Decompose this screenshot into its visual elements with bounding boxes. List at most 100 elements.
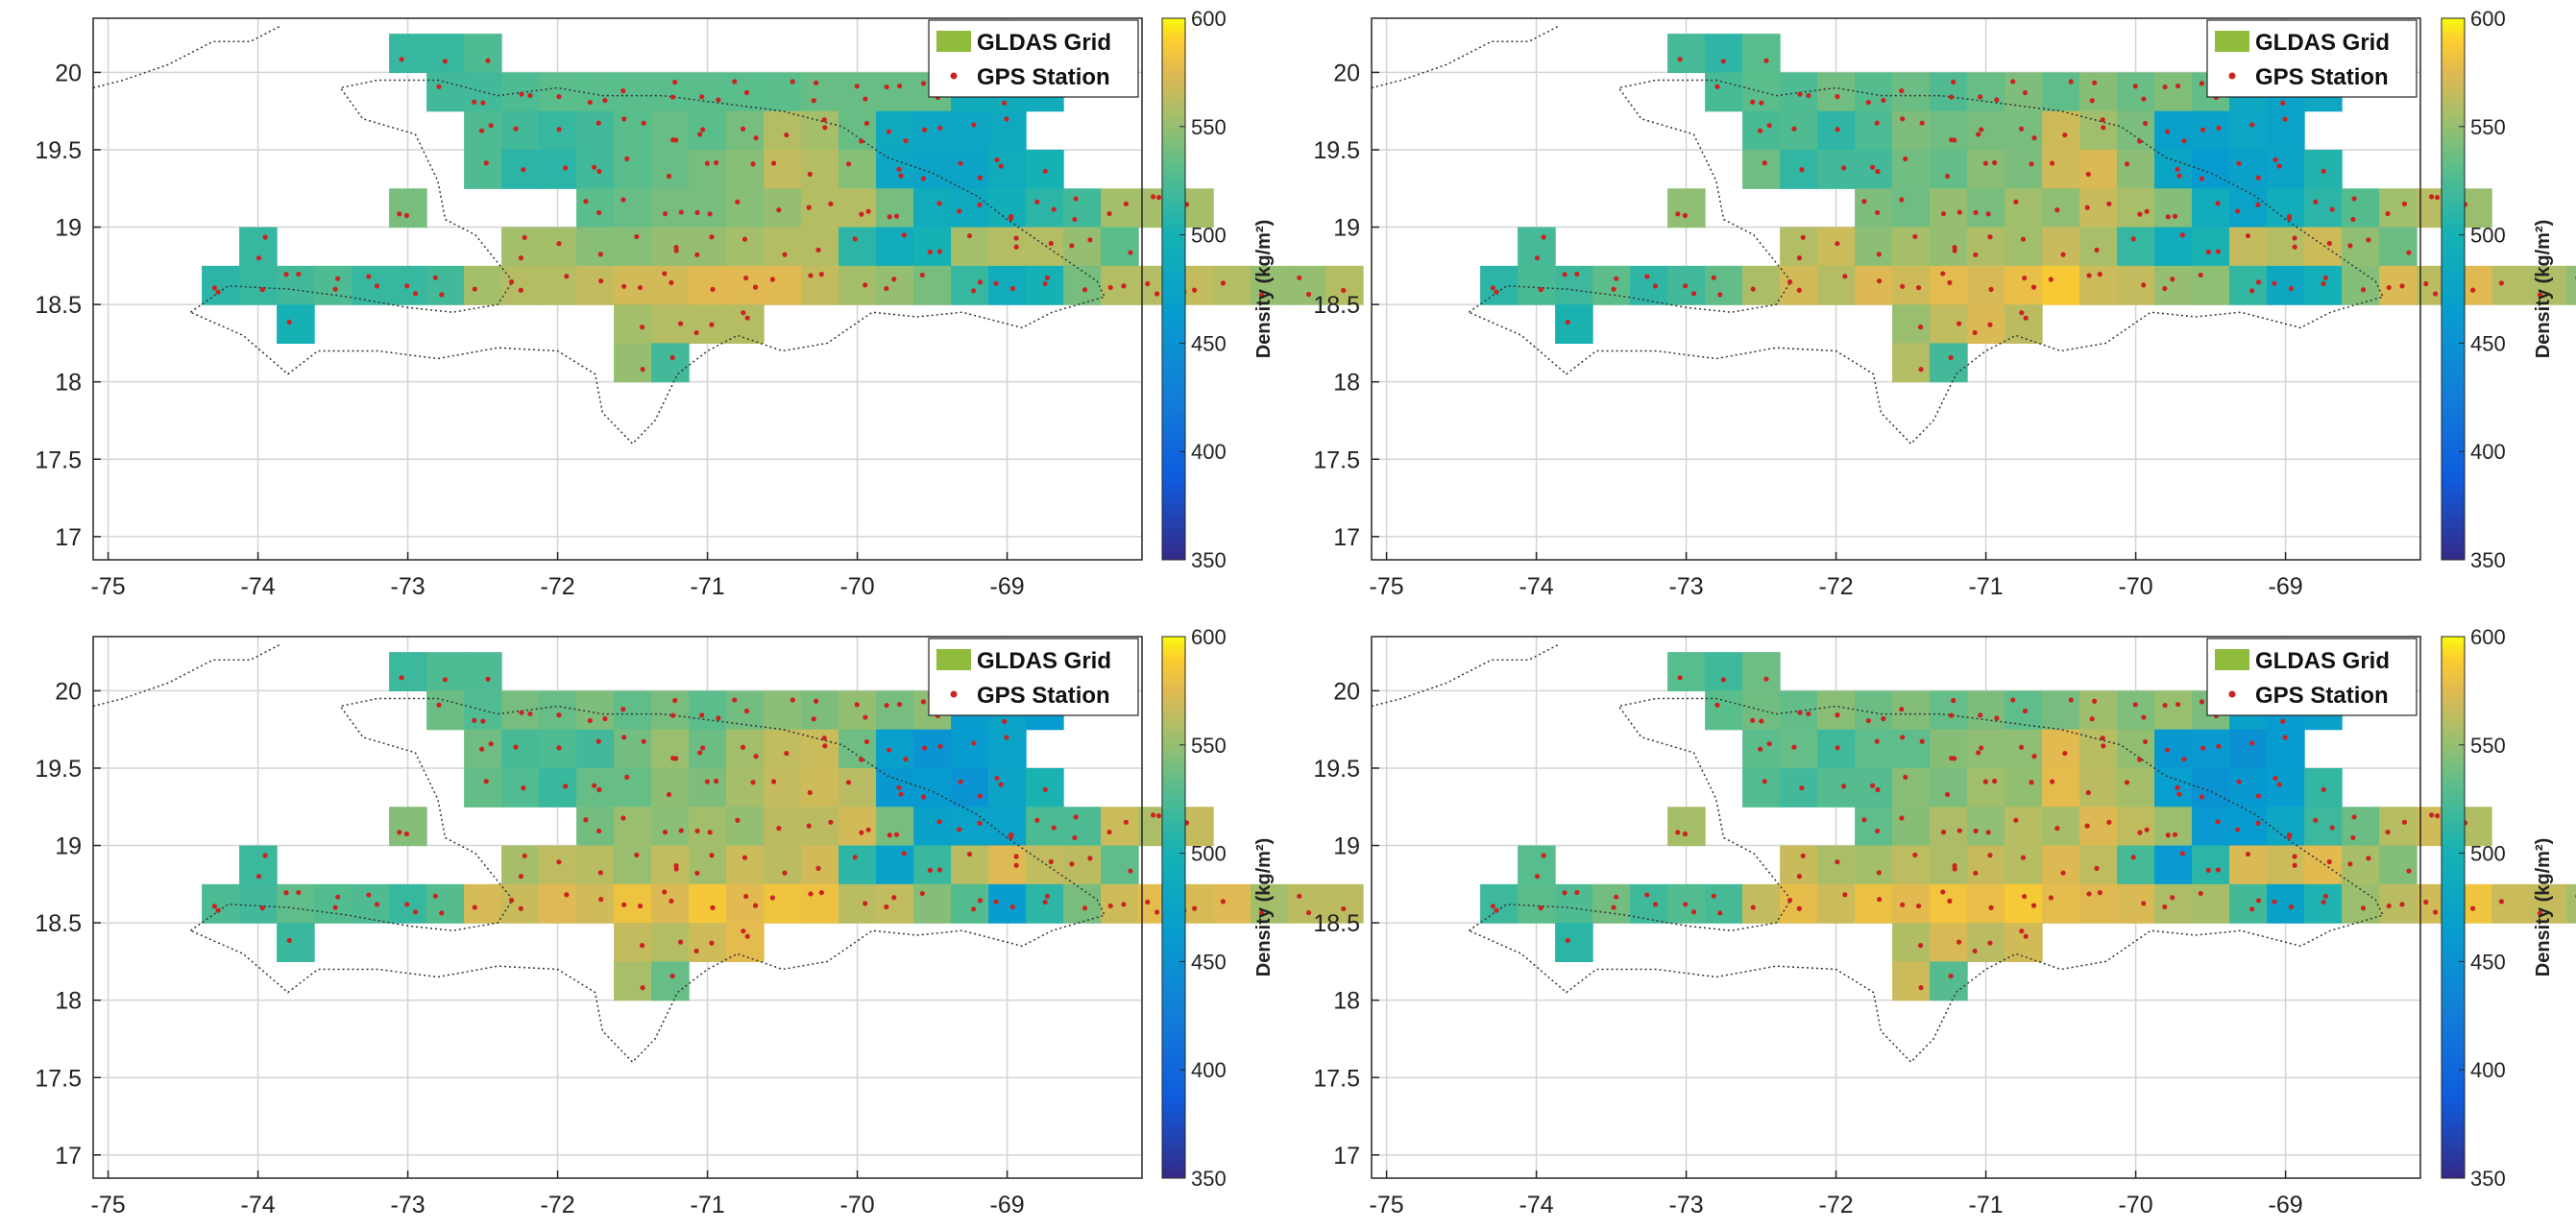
colorbar-tick-label: 600: [2470, 625, 2506, 649]
gps-station-point: [704, 779, 710, 784]
x-tick-label: -74: [241, 573, 276, 600]
legend-marker-gldas: [2215, 31, 2249, 52]
gldas-cell: [614, 265, 652, 305]
gps-station-point: [488, 123, 494, 129]
gps-station-point: [662, 271, 668, 277]
gps-station-point: [1842, 892, 1848, 898]
gldas-cell: [838, 767, 877, 808]
gps-station-point: [1951, 697, 1956, 704]
gps-station-point: [1611, 286, 1616, 292]
gps-station-point: [828, 201, 834, 206]
gps-station-point: [1994, 97, 2000, 103]
gps-station-point: [1154, 909, 1160, 915]
gps-station-point: [699, 94, 705, 100]
gps-station-point: [977, 898, 984, 904]
gps-station-point: [1972, 948, 1978, 954]
chart-panel-4: -75 -74 -73 -72 -71 -70 -69 17 17.5 18 18.5 19 19.5 2…: [1313, 625, 2576, 1218]
gps-station-point: [891, 277, 897, 282]
gps-station-point: [1865, 717, 1871, 724]
gps-station-point: [2170, 895, 2175, 901]
colorbar-label: Density (kg/m²): [2533, 220, 2554, 358]
gps-station-point: [1717, 292, 1723, 298]
gps-station-point: [1940, 830, 1947, 835]
gps-station-point: [624, 156, 630, 162]
gps-station-point: [1988, 904, 1994, 910]
gps-station-point: [714, 778, 719, 784]
gps-station-point: [2434, 195, 2441, 201]
x-tick-label: -70: [2119, 573, 2153, 600]
gldas-cell: [913, 807, 952, 847]
gps-station-point: [863, 282, 868, 288]
gldas-cell: [2079, 767, 2118, 808]
gldas-cell: [2267, 265, 2305, 305]
gps-station-point: [1107, 903, 1113, 909]
gps-station-point: [2018, 744, 2025, 750]
gps-station-point: [2124, 780, 2130, 785]
gps-station-point: [332, 904, 338, 910]
x-tick-label: -73: [391, 1192, 425, 1218]
gldas-cell: [1063, 807, 1102, 847]
gps-station-point: [865, 827, 871, 832]
gldas-cell: [913, 883, 952, 924]
gldas-cell: [726, 923, 765, 962]
legend-marker-gps: [950, 690, 958, 698]
legend-label-gps: GPS Station: [977, 683, 1110, 709]
gps-station-point: [1861, 199, 1867, 205]
gps-station-point: [1949, 137, 1955, 143]
gps-station-point: [2132, 84, 2138, 89]
gldas-cell: [614, 690, 652, 731]
gldas-cell: [501, 883, 540, 924]
gps-station-point: [818, 272, 824, 277]
gldas-cell: [426, 72, 465, 112]
coastline: [1468, 79, 2385, 446]
gps-station-point: [2023, 933, 2029, 939]
gps-station-point: [1948, 354, 1954, 361]
gps-station-point: [776, 207, 782, 213]
gldas-cell: [726, 807, 765, 847]
gldas-cell: [689, 72, 727, 112]
gps-station-point: [971, 122, 977, 128]
gps-station-point: [1145, 280, 1151, 287]
gps-station-point: [741, 310, 746, 316]
gps-station-point: [884, 904, 889, 910]
gldas-cell: [838, 72, 877, 112]
gps-station-point: [1541, 853, 1546, 858]
gldas-cell: [951, 188, 989, 229]
gldas-cell: [951, 807, 989, 847]
gldas-cell: [689, 883, 727, 924]
gps-station-point: [782, 870, 788, 876]
gps-station-point: [966, 851, 973, 857]
gldas-cell: [1892, 188, 1931, 229]
gps-station-point: [854, 84, 860, 89]
gps-station-point: [901, 851, 907, 856]
gps-station-point: [958, 779, 963, 784]
gps-station-point: [936, 867, 943, 873]
gldas-cell: [1967, 72, 2005, 112]
gldas-cell: [1742, 72, 1781, 112]
gldas-cell: [1555, 304, 1593, 344]
gldas-cell: [1063, 265, 1102, 305]
gps-station-point: [919, 272, 925, 278]
gps-station-point: [1123, 819, 1130, 825]
gldas-cell: [277, 265, 315, 305]
gldas-cell: [426, 652, 465, 691]
gps-station-point: [1763, 58, 1769, 63]
gps-station-point: [2165, 832, 2171, 838]
gldas-cell: [689, 845, 727, 885]
gldas-cell: [876, 265, 914, 305]
x-tick-label: -70: [2119, 1192, 2153, 1218]
gps-station-point: [2137, 138, 2143, 144]
gps-station-point: [1874, 120, 1880, 126]
gps-station-point: [808, 891, 814, 897]
gps-station-point: [662, 211, 668, 217]
gps-station-point: [640, 367, 645, 373]
gps-station-point: [709, 234, 715, 240]
gps-station-point: [2181, 138, 2187, 144]
gldas-cell: [1892, 110, 1931, 151]
gldas-cell: [1855, 690, 1893, 731]
gps-station-point: [776, 826, 782, 832]
gps-station-point: [602, 97, 608, 104]
gldas-cell: [2566, 265, 2576, 305]
gldas-cell: [1855, 188, 1893, 229]
gldas-cell: [1780, 149, 1818, 189]
